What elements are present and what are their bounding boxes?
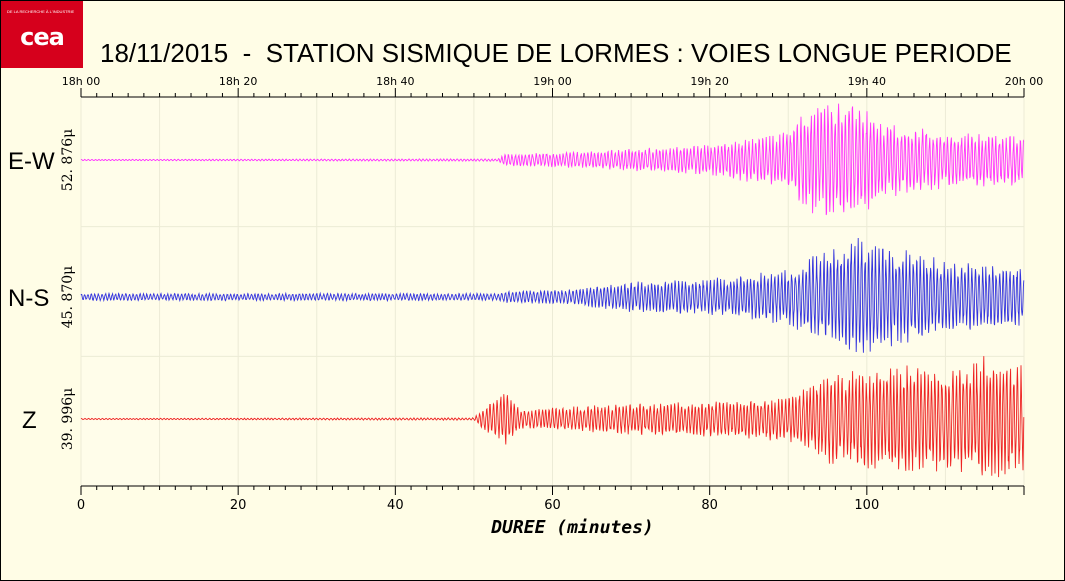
top-time-tick-label: 18h 00 xyxy=(62,75,100,88)
chart-title: 18/11/2015 - STATION SISMIQUE DE LORMES … xyxy=(100,38,1012,68)
x-tick-label: 60 xyxy=(544,498,561,513)
waveform-z xyxy=(80,356,1025,478)
x-tick-label: 80 xyxy=(701,498,718,513)
x-axis-title: DUREE (minutes) xyxy=(490,517,654,538)
amplitude-label: 39. 996μ xyxy=(60,388,76,451)
x-tick-label: 20 xyxy=(230,498,247,513)
channel-label: N-S xyxy=(8,285,49,312)
x-tick-label: 40 xyxy=(387,498,404,513)
amplitude-label: 52. 876μ xyxy=(60,129,76,192)
waveform-n-s xyxy=(80,237,1025,353)
channel-label: E-W xyxy=(8,148,55,175)
waveform-e-w xyxy=(80,103,1025,216)
top-time-tick-label: 19h 40 xyxy=(848,75,886,88)
logo-tagline: DE LA RECHERCHE À L'INDUSTRIE xyxy=(7,9,75,14)
cea-logo: DE LA RECHERCHE À L'INDUSTRIE cea xyxy=(1,1,83,68)
top-time-tick-label: 20h 00 xyxy=(1005,75,1043,88)
top-time-tick-label: 19h 20 xyxy=(690,75,728,88)
channel-label: Z xyxy=(22,407,37,434)
x-tick-label: 0 xyxy=(77,498,85,513)
top-time-tick-label: 18h 20 xyxy=(219,75,257,88)
amplitude-label: 45. 870μ xyxy=(60,266,76,329)
x-tick-label: 100 xyxy=(854,498,879,513)
logo-text: cea xyxy=(20,23,65,51)
top-time-tick-label: 18h 40 xyxy=(376,75,414,88)
top-time-tick-label: 19h 00 xyxy=(533,75,571,88)
